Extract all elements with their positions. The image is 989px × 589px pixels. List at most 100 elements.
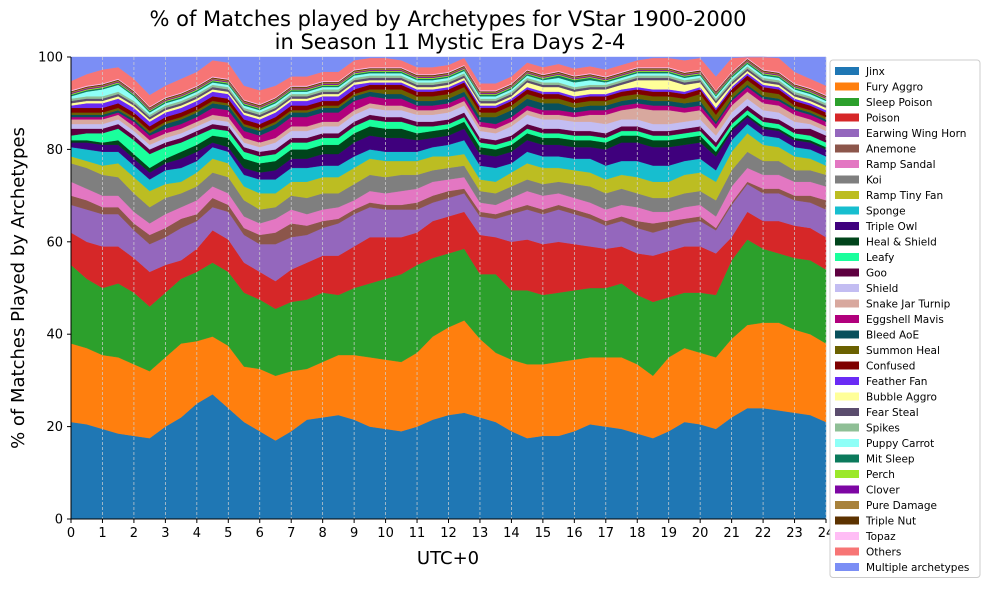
legend-label: Mit Sleep — [866, 454, 915, 466]
legend-swatch — [835, 299, 859, 308]
x-tick-label: 2 — [130, 526, 138, 541]
x-tick-label: 5 — [224, 526, 232, 541]
legend-label: Heal & Shield — [866, 237, 937, 249]
legend-swatch — [835, 82, 859, 91]
legend-label: Summon Heal — [866, 345, 940, 357]
legend-label: Fear Steal — [866, 407, 919, 419]
legend-label: Eggshell Mavis — [866, 314, 944, 326]
legend-swatch — [835, 346, 859, 354]
chart-title-line-2: in Season 11 Mystic Era Days 2-4 — [275, 30, 626, 54]
legend-label: Feather Fan — [866, 376, 927, 388]
y-tick-labels: 0 20 40 60 80 100 — [38, 51, 71, 528]
y-tick-label: 100 — [38, 51, 63, 66]
y-tick-label: 0 — [55, 513, 63, 528]
y-tick-label: 60 — [46, 235, 63, 250]
legend-label: Ramp Tiny Fan — [866, 190, 943, 202]
legend-swatch — [835, 129, 859, 137]
x-tick-labels: 0 1 2 3 4 5 6 7 8 9 10 11 12 13 14 15 16 17 18 19 20 21 22 23 24 — [67, 519, 834, 541]
x-tick-label: 0 — [67, 526, 75, 541]
legend-swatch — [835, 423, 859, 432]
legend-swatch — [835, 392, 859, 401]
y-axis-label: % of Matches Played by Archetypes — [8, 127, 29, 449]
legend-swatch — [835, 377, 859, 385]
legend-label: Bleed AoE — [866, 330, 919, 342]
legend-label: Bubble Aggro — [866, 392, 937, 404]
x-tick-label: 15 — [535, 526, 552, 541]
legend-label: Earwing Wing Horn — [866, 128, 966, 140]
legend-label: Anemone — [866, 144, 916, 156]
legend-label: Shield — [866, 283, 898, 295]
legend-label: Goo — [866, 268, 887, 280]
legend-label: Leafy — [866, 252, 894, 264]
legend-label: Topaz — [865, 531, 896, 543]
legend-label: Others — [866, 547, 901, 559]
legend-label: Spikes — [866, 423, 900, 435]
legend-swatch — [835, 237, 859, 246]
legend-label: Poison — [866, 113, 900, 125]
legend-label: Sleep Poison — [866, 97, 932, 109]
legend-swatch — [835, 222, 859, 230]
legend-label: Snake Jar Turnip — [866, 299, 951, 311]
x-tick-label: 8 — [319, 526, 327, 541]
legend-label: Multiple archetypes — [866, 562, 969, 574]
x-tick-label: 10 — [377, 526, 394, 541]
x-tick-label: 20 — [692, 526, 709, 541]
legend-label: Triple Nut — [865, 516, 916, 528]
legend-swatch — [835, 547, 859, 556]
x-tick-label: 6 — [256, 526, 264, 541]
y-tick-label: 20 — [46, 420, 63, 435]
legend-swatch — [835, 470, 859, 478]
x-tick-label: 7 — [287, 526, 295, 541]
legend-swatch — [835, 284, 859, 292]
x-tick-label: 9 — [350, 526, 358, 541]
legend-label: Triple Owl — [865, 221, 917, 233]
y-tick-label: 40 — [46, 328, 63, 343]
chart-title: % of Matches played by Archetypes for VS… — [150, 7, 747, 54]
legend-swatch — [835, 191, 859, 199]
legend-swatch — [835, 268, 859, 277]
legend-swatch — [835, 563, 859, 571]
legend-swatch — [835, 501, 859, 509]
legend-swatch — [835, 160, 859, 168]
legend-label: Perch — [866, 469, 895, 481]
x-tick-label: 22 — [755, 526, 772, 541]
legend-label: Sponge — [866, 206, 906, 218]
legend-swatch — [835, 439, 859, 447]
legend-swatch — [835, 485, 859, 494]
legend-swatch — [835, 315, 859, 323]
x-tick-label: 14 — [503, 526, 520, 541]
legend-swatch — [835, 454, 859, 463]
legend: Jinx Fury Aggro Sleep Poison Poison Earwing … — [829, 59, 981, 578]
x-tick-label: 23 — [786, 526, 803, 541]
x-tick-label: 11 — [409, 526, 426, 541]
legend-swatch — [835, 67, 859, 75]
chart-title-line-1: % of Matches played by Archetypes for VS… — [150, 7, 747, 31]
x-tick-label: 3 — [161, 526, 169, 541]
x-tick-label: 19 — [660, 526, 677, 541]
x-tick-label: 17 — [598, 526, 615, 541]
legend-label: Jinx — [865, 66, 885, 78]
legend-label: Fury Aggro — [866, 82, 923, 94]
x-tick-label: 1 — [98, 526, 106, 541]
legend-swatch — [835, 253, 859, 261]
legend-swatch — [835, 113, 859, 122]
legend-label: Koi — [866, 175, 882, 187]
legend-swatch — [835, 408, 859, 416]
x-axis-label: UTC+0 — [417, 548, 479, 569]
legend-label: Clover — [866, 485, 900, 497]
legend-swatch — [835, 206, 859, 215]
legend-swatch — [835, 532, 859, 540]
legend-swatch — [835, 361, 859, 370]
x-tick-label: 16 — [566, 526, 583, 541]
legend-box — [829, 59, 981, 578]
area-multiple-archetypes — [70, 56, 827, 96]
legend-swatch — [835, 98, 859, 106]
legend-label: Ramp Sandal — [866, 159, 936, 171]
x-tick-label: 4 — [193, 526, 201, 541]
legend-swatch — [835, 175, 859, 184]
legend-swatch — [835, 144, 859, 153]
legend-swatch — [835, 516, 859, 525]
legend-swatch — [835, 330, 859, 339]
y-tick-label: 80 — [46, 143, 63, 158]
